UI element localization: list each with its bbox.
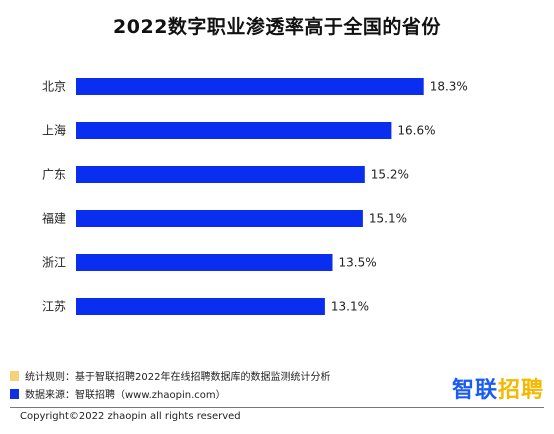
category-label: 浙江	[42, 256, 66, 270]
chart-title: 2022数字职业渗透率高于全国的省份	[113, 16, 441, 38]
data-label: 13.5%	[339, 256, 377, 270]
legend-item-rule: 统计规则：基于智联招聘2022年在线招聘数据库的数据监测统计分析	[10, 368, 330, 383]
category-label: 江苏	[42, 300, 66, 314]
copyright-text: Copyright©2022 zhaopin all rights reserv…	[20, 411, 241, 422]
legend-text-source: 数据来源：智联招聘（www.zhaopin.com）	[25, 390, 226, 401]
bar	[76, 78, 424, 95]
bar	[76, 210, 363, 227]
legend-swatch-source	[10, 388, 19, 399]
logo-char: 联	[474, 378, 498, 403]
data-label: 13.1%	[331, 300, 369, 314]
footer-divider	[10, 407, 544, 408]
category-label: 上海	[42, 123, 66, 138]
bar	[76, 166, 365, 183]
zhaopin-logo: 智联招聘	[452, 372, 544, 404]
data-label: 18.3%	[430, 80, 468, 94]
logo-char: 招	[497, 378, 521, 403]
category-label: 广东	[42, 168, 66, 182]
legend-text-rule: 统计规则：基于智联招聘2022年在线招聘数据库的数据监测统计分析	[25, 372, 331, 383]
bar	[76, 298, 325, 315]
category-label: 北京	[42, 80, 66, 94]
legend-item-source: 数据来源：智联招聘（www.zhaopin.com）	[10, 386, 226, 401]
data-label: 16.6%	[397, 124, 435, 138]
bar	[76, 254, 333, 271]
category-label: 福建	[42, 211, 66, 226]
logo-char: 聘	[520, 378, 544, 403]
data-label: 15.1%	[369, 212, 407, 226]
bar	[76, 122, 392, 139]
legend-swatch-rule	[10, 370, 19, 381]
logo-char: 智	[451, 378, 475, 403]
bar-chart: 北京 18.3% 上海 16.6% 广东 15.2% 福建 15.1% 浙江 13.5% 江苏 13.…	[42, 78, 468, 315]
data-label: 15.2%	[371, 168, 409, 182]
